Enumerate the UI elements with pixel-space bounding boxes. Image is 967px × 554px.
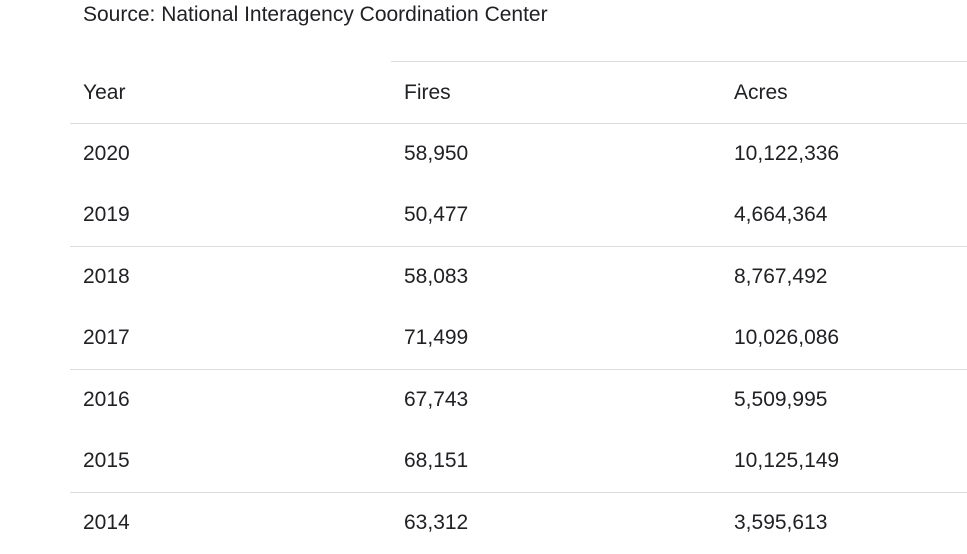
cell-acres: 10,125,149 (734, 449, 840, 472)
cell-acres: 3,595,613 (734, 511, 828, 534)
cell-acres: 4,664,364 (734, 203, 828, 226)
cell-year: 2018 (83, 265, 130, 288)
cell-fires: 63,312 (404, 511, 469, 534)
cell-year: 2016 (83, 388, 130, 411)
table-row: 2019 50,477 4,664,364 (70, 185, 967, 246)
table-row: 2020 58,950 10,122,336 (70, 123, 967, 185)
cell-year: 2014 (83, 511, 130, 534)
cell-acres: 8,767,492 (734, 265, 828, 288)
column-header-acres: Acres (734, 80, 788, 104)
wildfire-stats-table: Year Fires Acres 2020 58,950 10,122,336 … (70, 61, 967, 554)
source-caption: Source: National Interagency Coordinatio… (83, 3, 548, 26)
cell-fires: 58,083 (404, 265, 469, 288)
cell-fires: 68,151 (404, 449, 469, 472)
cell-fires: 50,477 (404, 203, 469, 226)
cell-fires: 58,950 (404, 142, 469, 165)
column-header-year: Year (83, 80, 126, 104)
table-row: 2018 58,083 8,767,492 (70, 246, 967, 308)
cell-fires: 71,499 (404, 326, 469, 349)
header-top-divider (391, 61, 967, 62)
cell-acres: 10,026,086 (734, 326, 840, 349)
cell-acres: 5,509,995 (734, 388, 828, 411)
table-header-row: Year Fires Acres (70, 61, 967, 123)
cell-acres: 10,122,336 (734, 142, 840, 165)
column-header-fires: Fires (404, 80, 451, 104)
table-row: 2014 63,312 3,595,613 (70, 492, 967, 554)
table-row: 2017 71,499 10,026,086 (70, 308, 967, 369)
cell-year: 2015 (83, 449, 130, 472)
table-row: 2015 68,151 10,125,149 (70, 431, 967, 492)
table-row: 2016 67,743 5,509,995 (70, 369, 967, 431)
cell-year: 2017 (83, 326, 130, 349)
cell-year: 2020 (83, 142, 130, 165)
cell-year: 2019 (83, 203, 130, 226)
cell-fires: 67,743 (404, 388, 469, 411)
